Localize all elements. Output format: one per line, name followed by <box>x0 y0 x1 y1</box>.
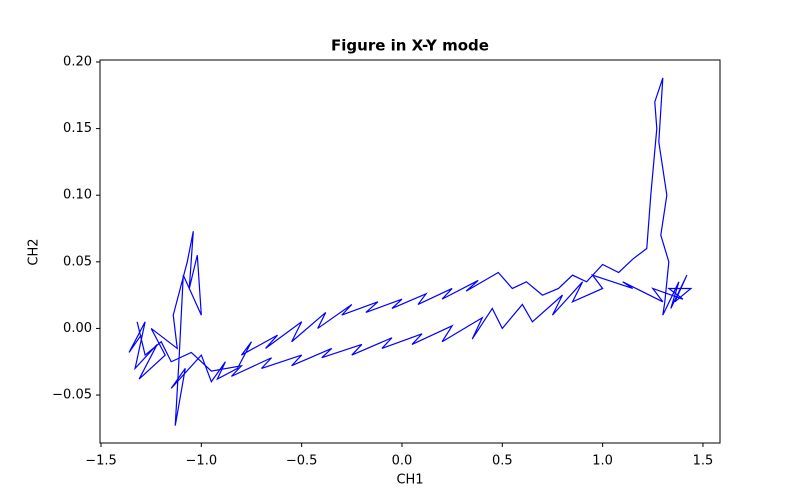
chart-title: Figure in X-Y mode <box>331 37 489 55</box>
x-tick-label: 1.0 <box>592 454 613 469</box>
y-axis-label: CH2 <box>27 238 42 265</box>
x-tick-label: −0.5 <box>286 454 318 469</box>
x-tick-label: −1.0 <box>186 454 218 469</box>
axes-frame <box>99 59 721 444</box>
xy-trace <box>128 77 693 426</box>
x-tick-label: 1.5 <box>693 454 714 469</box>
x-axis-label: CH1 <box>396 473 423 488</box>
y-tick-label: 0.10 <box>63 188 92 203</box>
y-tick-label: 0.00 <box>63 321 92 336</box>
y-tick-label: −0.05 <box>52 388 92 403</box>
x-tick-label: 0.0 <box>392 454 413 469</box>
x-tick-label: 0.5 <box>492 454 513 469</box>
y-tick-label: 0.05 <box>63 254 92 269</box>
x-tick-label: −1.5 <box>85 454 117 469</box>
y-tick-label: 0.20 <box>63 54 92 69</box>
y-tick-label: 0.15 <box>63 121 92 136</box>
